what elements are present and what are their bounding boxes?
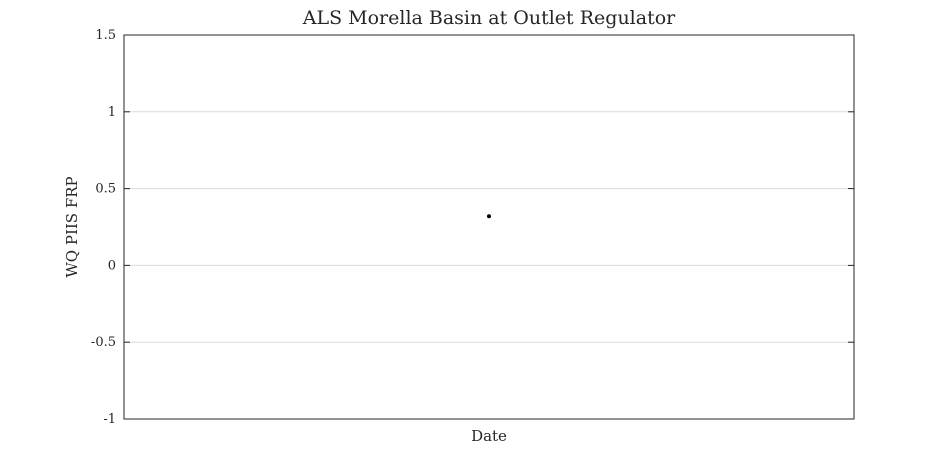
grid bbox=[124, 111, 854, 343]
y-tick-label: 0.5 bbox=[95, 182, 116, 197]
data-point bbox=[487, 214, 491, 219]
plot-frame bbox=[123, 34, 855, 420]
x-axis-label: Date bbox=[471, 427, 507, 445]
y-tick-label: 1.5 bbox=[95, 28, 116, 43]
y-axis-label: WQ PIIS FRP bbox=[63, 176, 81, 277]
y-tick-label: 1 bbox=[108, 105, 116, 120]
y-axis: -1 -0.5 0 0.5 1 1.5 bbox=[91, 28, 854, 427]
y-tick-label: -0.5 bbox=[91, 335, 116, 350]
data-points bbox=[487, 214, 491, 219]
y-tick-label: 0 bbox=[108, 258, 116, 273]
chart-title: ALS Morella Basin at Outlet Regulator bbox=[302, 7, 676, 29]
y-tick-label: -1 bbox=[103, 412, 116, 427]
